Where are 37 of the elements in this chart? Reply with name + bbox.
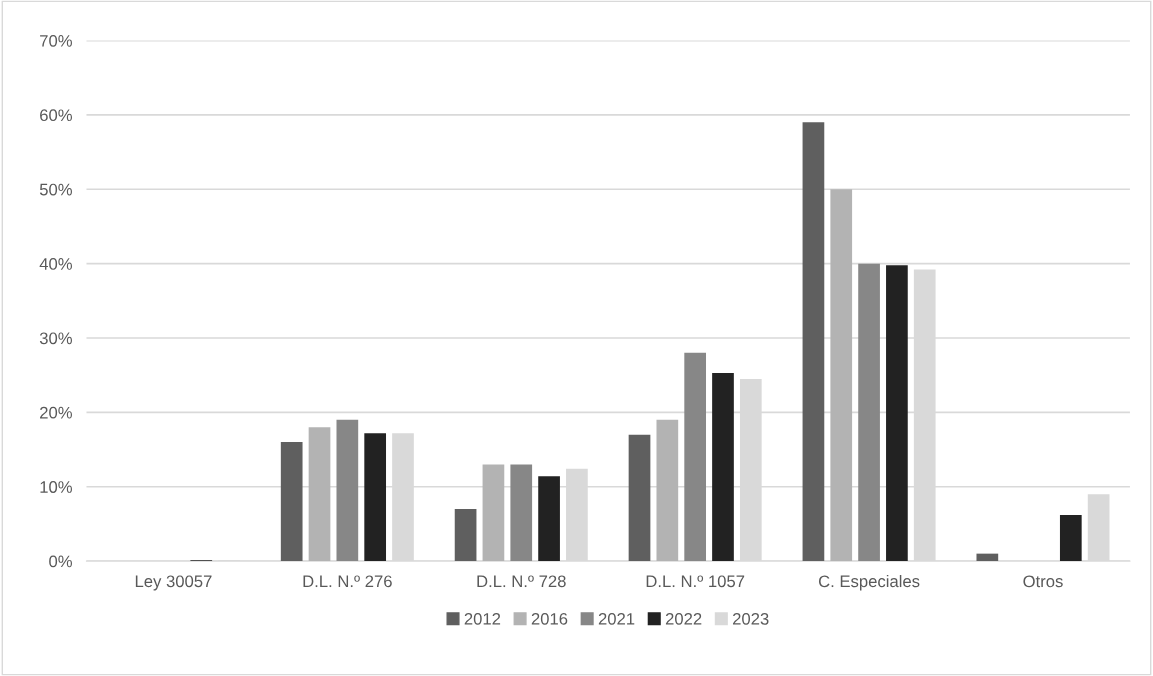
y-tick-label: 50% bbox=[39, 183, 72, 196]
bar bbox=[886, 265, 908, 562]
x-tick-label: Ley 30057 bbox=[135, 575, 212, 591]
bar bbox=[482, 464, 505, 562]
bar bbox=[364, 433, 387, 562]
x-tick-label: D.L. N.º 728 bbox=[477, 575, 566, 588]
y-tick-label: 0% bbox=[49, 555, 72, 568]
x-tick-label: C. Especiales bbox=[818, 574, 920, 591]
x-tick-label: D.L. N.º 276 bbox=[303, 575, 392, 588]
y-tick-label: 20% bbox=[40, 406, 72, 419]
bar bbox=[454, 509, 477, 562]
bar bbox=[538, 476, 560, 562]
y-tick-label: 60% bbox=[40, 109, 72, 122]
bar bbox=[656, 419, 679, 562]
bar bbox=[280, 442, 303, 562]
bar bbox=[308, 427, 331, 562]
bar bbox=[628, 434, 651, 562]
legend-label: 2016 bbox=[531, 612, 568, 625]
legend-label: 2021 bbox=[598, 612, 635, 625]
y-tick-label: 70% bbox=[40, 34, 72, 47]
bar bbox=[802, 122, 825, 562]
y-tick-label: 10% bbox=[40, 481, 72, 493]
bar bbox=[510, 464, 533, 562]
bar bbox=[976, 553, 999, 562]
legend-label: 2023 bbox=[732, 612, 769, 625]
legend-label: 2012 bbox=[464, 612, 501, 625]
bar bbox=[830, 189, 853, 562]
y-tick-label: 40% bbox=[39, 258, 72, 270]
y-tick-label: 30% bbox=[39, 332, 72, 345]
x-tick-label: D.L. N.º 1057 bbox=[646, 575, 745, 588]
bar bbox=[858, 263, 880, 562]
bar bbox=[712, 372, 734, 562]
bar bbox=[684, 352, 707, 562]
legend-label: 2022 bbox=[665, 612, 702, 625]
bar bbox=[1059, 514, 1082, 562]
x-tick-label: Otros bbox=[1023, 575, 1063, 588]
bar bbox=[336, 419, 359, 562]
